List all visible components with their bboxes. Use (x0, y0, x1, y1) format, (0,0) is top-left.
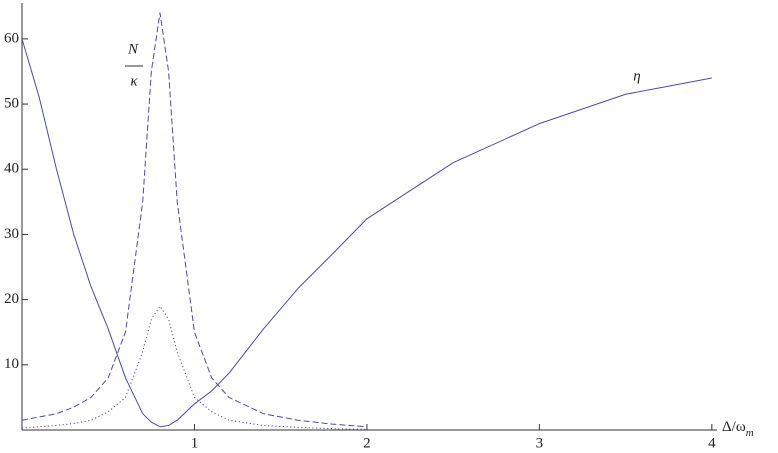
series-line (21, 305, 367, 430)
annotation-kappa: κ (130, 73, 138, 89)
y-tick-label: 60 (4, 30, 19, 46)
x-tick-label: 3 (536, 435, 544, 451)
x-axis-label-sub: m (746, 427, 754, 439)
x-tick-label: 4 (708, 435, 716, 451)
y-tick-label: 10 (4, 356, 19, 372)
y-tick-label: 40 (4, 161, 19, 177)
x-axis-label: Δ/ωm (722, 419, 754, 438)
series-line (21, 38, 712, 428)
x-tick-label: 2 (363, 435, 371, 451)
annotation-n: N (127, 41, 139, 57)
series-line (21, 12, 367, 428)
annotation-eta: η (633, 68, 640, 84)
x-tick-label: 1 (191, 435, 199, 451)
y-tick-label: 50 (4, 95, 19, 111)
y-tick-label: 30 (4, 226, 19, 242)
x-axis-label-main: Δ/ω (722, 419, 746, 435)
y-tick-label: 20 (4, 291, 19, 307)
